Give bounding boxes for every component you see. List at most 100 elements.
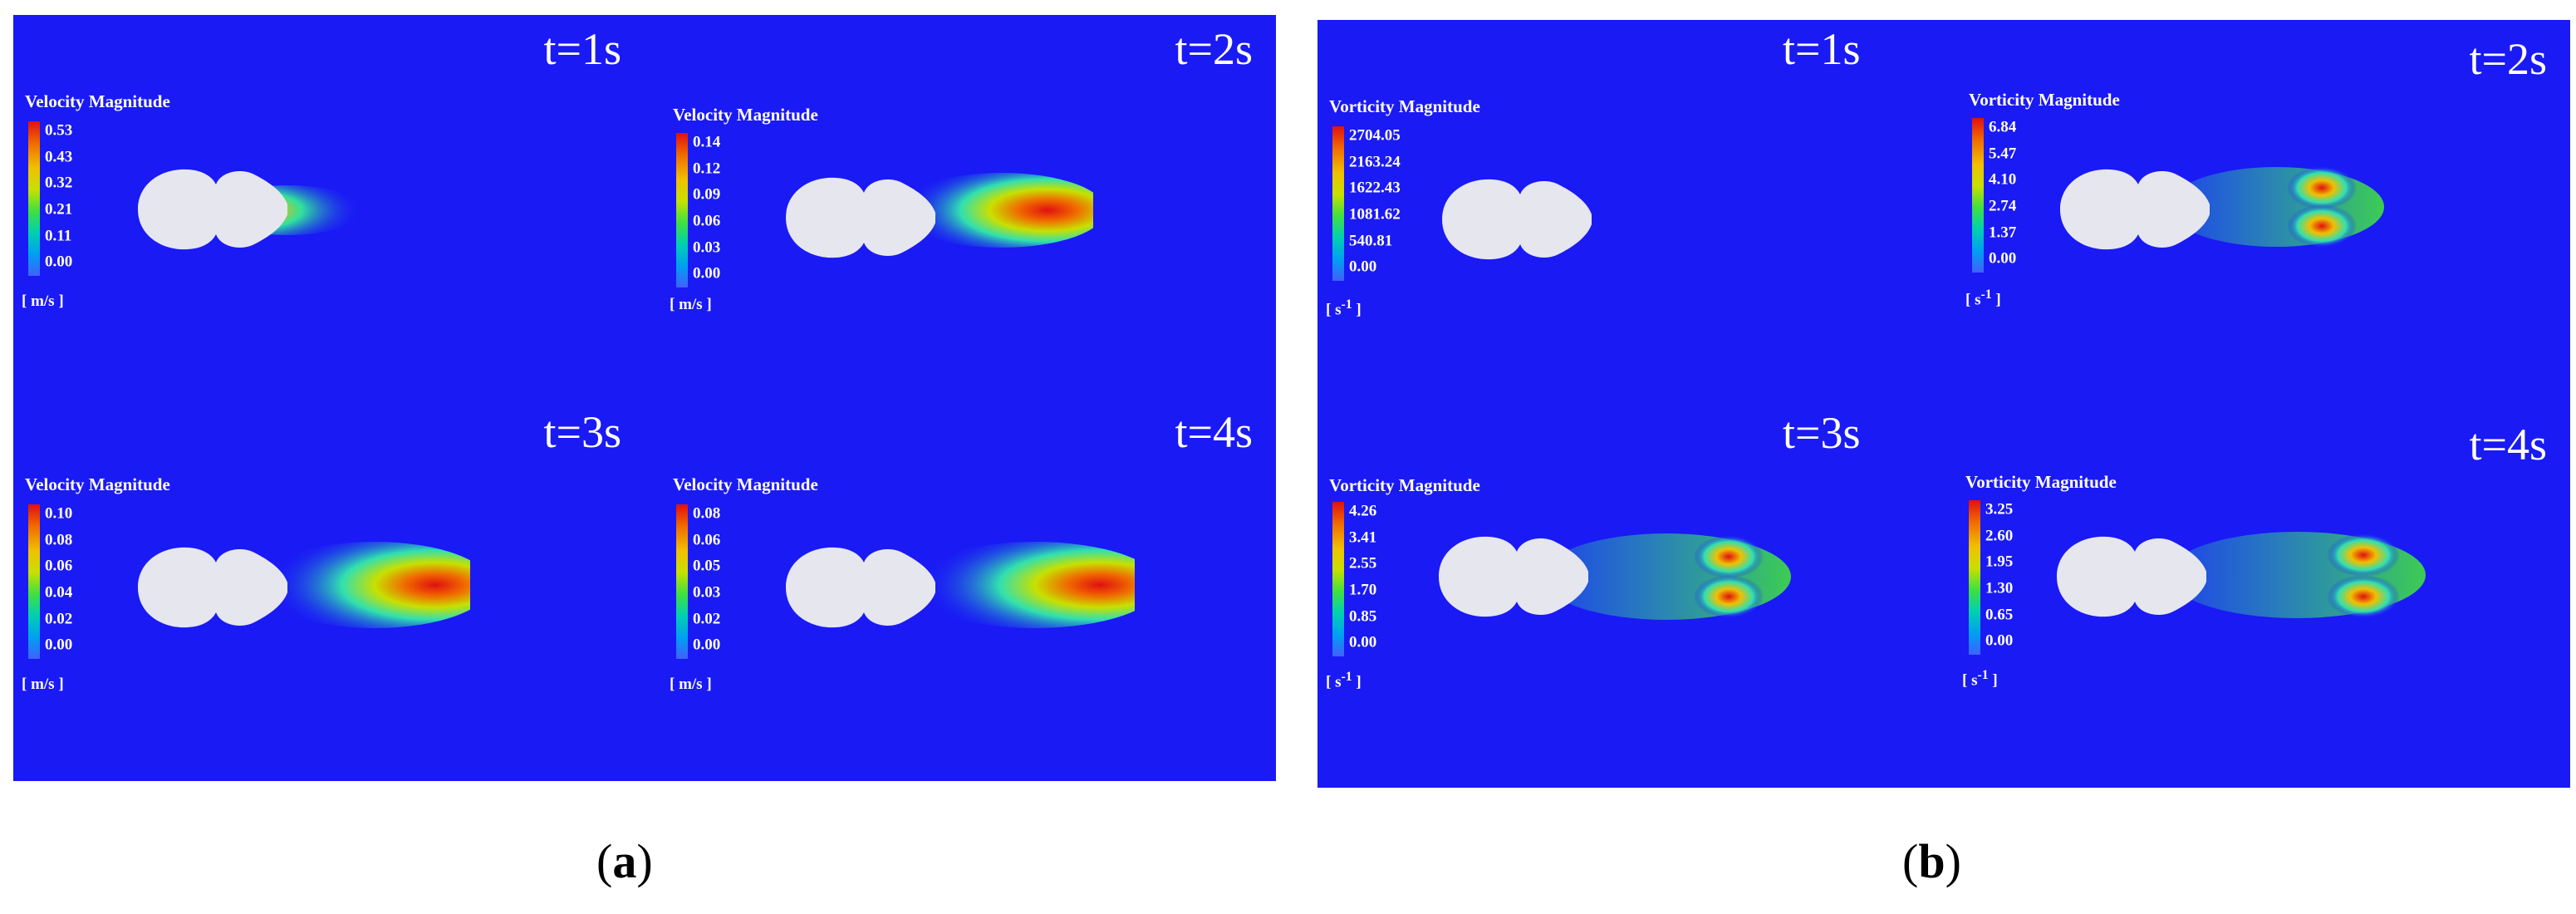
tick-label: 4.26 <box>1349 502 1377 520</box>
vortex-pair <box>2168 166 2384 248</box>
colorbar-ticks: 0.08 0.06 0.05 0.03 0.02 0.00 <box>693 504 817 659</box>
tick-label: 0.12 <box>693 160 721 178</box>
swimmer-body <box>2060 169 2210 250</box>
unit-label: [ s-1 ] <box>1326 297 1362 319</box>
velocity-frame-t1: t=1s Velocity Magnitude 0.53 0.43 0.32 0… <box>13 15 645 398</box>
colorbar-ticks: 0.10 0.08 0.06 0.04 0.02 0.00 <box>45 504 169 659</box>
tick-label: 0.21 <box>45 200 73 219</box>
tick-label: 4.10 <box>1989 170 2017 189</box>
unit-label: [ s-1 ] <box>1962 668 1998 690</box>
flow-plume <box>898 173 1093 248</box>
vorticity-frame-t3: t=3s Vorticity Magnitude 4.26 3.41 2.55 … <box>1317 404 1944 788</box>
unit-label: [ m/s ] <box>670 296 712 313</box>
vorticity-frame-t2: t=2s Vorticity Magnitude 6.84 5.47 4.10 … <box>1944 20 2570 404</box>
colorbar <box>28 121 40 276</box>
tick-label: 0.03 <box>693 238 721 257</box>
tick-label: 0.02 <box>693 610 721 628</box>
tick-label: 0.14 <box>693 133 721 151</box>
swimmer-body <box>138 547 287 628</box>
caption-a: (a) <box>596 834 653 888</box>
colorbar <box>1332 126 1344 281</box>
tick-label: 0.43 <box>45 148 73 166</box>
tick-label: 0.11 <box>45 227 72 245</box>
tick-label: 1.37 <box>1989 224 2017 242</box>
caption-b: (b) <box>1902 834 1961 888</box>
tick-label: 1081.62 <box>1349 205 1401 224</box>
tick-label: 1.70 <box>1349 581 1377 599</box>
flow-plume <box>258 542 470 628</box>
tick-label: 0.00 <box>693 636 721 654</box>
time-label: t=4s <box>1175 407 1253 457</box>
tick-label: 0.08 <box>693 504 721 523</box>
tick-label: 0.00 <box>45 636 73 654</box>
tick-label: 2.55 <box>1349 554 1377 572</box>
colorbar <box>1332 502 1344 656</box>
legend-title: Vorticity Magnitude <box>1329 475 1480 495</box>
legend-title: Vorticity Magnitude <box>1329 96 1480 116</box>
tick-label: 0.04 <box>45 583 73 602</box>
vorticity-frame-t1: t=1s Vorticity Magnitude 2704.05 2163.24… <box>1317 20 1944 404</box>
legend-title: Vorticity Magnitude <box>1969 90 2120 110</box>
flow-plume <box>910 542 1135 628</box>
tick-label: 0.53 <box>45 121 73 140</box>
tick-label: 0.00 <box>1349 258 1377 276</box>
vorticity-frame-t4: t=4s Vorticity Magnitude 3.25 2.60 1.95 … <box>1944 404 2570 788</box>
tick-label: 0.00 <box>1349 633 1377 651</box>
legend-title: Velocity Magnitude <box>25 91 170 111</box>
time-label: t=2s <box>1175 24 1253 74</box>
swimmer-body <box>786 177 935 258</box>
tick-label: 540.81 <box>1349 232 1393 250</box>
colorbar <box>676 133 688 287</box>
velocity-frame-t2: t=2s Velocity Magnitude 0.14 0.12 0.09 0… <box>645 15 1276 398</box>
tick-label: 0.00 <box>45 253 73 271</box>
time-label: t=3s <box>1783 408 1861 458</box>
unit-label: [ s-1 ] <box>1965 287 2001 309</box>
tick-label: 0.06 <box>693 531 721 549</box>
tick-label: 0.00 <box>1985 631 2014 650</box>
tick-label: 0.00 <box>693 264 721 283</box>
velocity-frame-t3: t=3s Velocity Magnitude 0.10 0.08 0.06 0… <box>13 398 645 781</box>
tick-label: 0.02 <box>45 610 73 628</box>
time-label: t=3s <box>543 407 621 457</box>
legend-title: Velocity Magnitude <box>673 105 818 125</box>
tick-label: 0.08 <box>45 531 73 549</box>
time-label: t=4s <box>2469 420 2547 469</box>
time-label: t=1s <box>1783 24 1861 74</box>
tick-label: 0.03 <box>693 583 721 602</box>
time-label: t=2s <box>2469 34 2547 84</box>
tick-label: 3.41 <box>1349 528 1377 547</box>
colorbar-ticks: 4.26 3.41 2.55 1.70 0.85 0.00 <box>1349 502 1474 656</box>
vortex-pair <box>1542 533 1791 620</box>
legend-title: Velocity Magnitude <box>25 474 170 494</box>
tick-label: 0.06 <box>693 212 721 230</box>
swimmer-body <box>1442 179 1592 260</box>
tick-label: 0.85 <box>1349 607 1377 626</box>
velocity-frame-t4: t=4s Velocity Magnitude 0.08 0.06 0.05 0… <box>645 398 1276 781</box>
swimmer-body <box>138 169 287 250</box>
tick-label: 2.74 <box>1989 197 2017 215</box>
legend-title: Velocity Magnitude <box>673 474 818 494</box>
tick-label: 3.25 <box>1985 500 2014 518</box>
tick-label: 6.84 <box>1989 118 2017 136</box>
legend-title: Vorticity Magnitude <box>1965 472 2117 492</box>
vortex-pair <box>2168 532 2426 618</box>
tick-label: 0.09 <box>693 185 721 204</box>
colorbar <box>676 504 688 659</box>
vorticity-panel: t=1s Vorticity Magnitude 2704.05 2163.24… <box>1317 20 2570 788</box>
tick-label: 0.06 <box>45 557 73 575</box>
colorbar-ticks: 2704.05 2163.24 1622.43 1081.62 540.81 0… <box>1349 126 1474 281</box>
unit-label: [ s-1 ] <box>1326 670 1362 691</box>
colorbar <box>28 504 40 659</box>
tick-label: 1.95 <box>1985 553 2014 571</box>
tick-label: 1.30 <box>1985 579 2014 597</box>
colorbar-ticks: 6.84 5.47 4.10 2.74 1.37 0.00 <box>1989 118 2113 273</box>
tick-label: 0.32 <box>45 174 73 192</box>
colorbar-ticks: 3.25 2.60 1.95 1.30 0.65 0.00 <box>1985 500 2110 655</box>
tick-label: 2704.05 <box>1349 126 1401 145</box>
unit-label: [ m/s ] <box>22 676 64 693</box>
colorbar-ticks: 0.14 0.12 0.09 0.06 0.03 0.00 <box>693 133 817 287</box>
swimmer-body <box>2057 536 2206 617</box>
swimmer-body <box>1439 536 1588 617</box>
unit-label: [ m/s ] <box>670 676 712 693</box>
tick-label: 2.60 <box>1985 527 2014 545</box>
